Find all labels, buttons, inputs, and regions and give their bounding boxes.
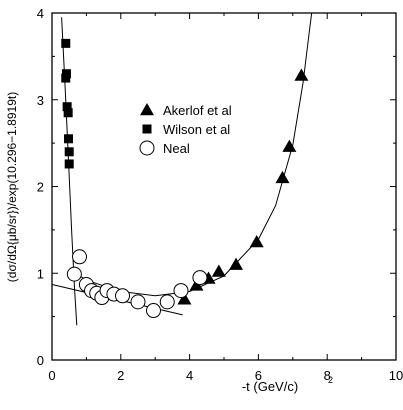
fit-curves	[51, 12, 313, 326]
point-wilson-et-al	[64, 159, 74, 169]
point-akerlof-et-al	[229, 257, 244, 270]
point-akerlof-et-al	[294, 68, 309, 81]
point-wilson-et-al	[61, 73, 71, 83]
y-axis-ticks: 0 1 2 3 4	[37, 6, 396, 368]
legend-marker-wilson-et-al	[142, 124, 152, 134]
legend-label-wilson-et-al: Wilson et al	[163, 122, 230, 137]
y-tick-label: 2	[37, 180, 44, 195]
fit-curve-3	[68, 12, 313, 297]
legend-label-neal: Neal	[163, 141, 190, 156]
point-akerlof-et-al	[211, 264, 226, 277]
point-neal	[173, 283, 189, 299]
data-points	[61, 38, 309, 319]
legend: Akerlof et al Wilson et al Neal	[139, 103, 232, 156]
point-akerlof-et-al	[282, 139, 297, 152]
y-axis-label: (dσ/dΩ{μb/sr})/exp(10.296−1.8919t)	[5, 92, 19, 282]
point-akerlof-et-al	[249, 235, 264, 248]
y-tick-label: 3	[37, 93, 44, 108]
y-tick-label: 4	[37, 6, 44, 21]
point-neal	[159, 294, 175, 310]
point-neal	[72, 249, 88, 265]
legend-label-akerlof-et-al: Akerlof et al	[163, 103, 232, 118]
point-akerlof-et-al	[275, 170, 290, 184]
point-wilson-et-al	[62, 102, 72, 112]
point-wilson-et-al	[63, 108, 73, 118]
point-wilson-et-al	[64, 134, 74, 144]
legend-marker-neal	[139, 140, 155, 156]
point-wilson-et-al	[64, 147, 74, 157]
x-tick-label: 10	[389, 368, 403, 383]
x-axis-label-text: -t (GeV/c)	[242, 379, 298, 394]
x-axis-label-exponent: 2	[328, 375, 333, 385]
point-akerlof-et-al	[177, 292, 192, 305]
x-tick-label: 0	[48, 368, 55, 383]
y-tick-label: 1	[37, 266, 44, 281]
point-wilson-et-al	[61, 38, 71, 48]
point-neal	[145, 303, 161, 319]
x-axis-ticks: 0 2 4 6 8 10	[48, 13, 403, 383]
point-neal	[130, 294, 146, 310]
y-tick-label: 0	[37, 353, 44, 368]
point-neal	[115, 288, 131, 304]
x-tick-label: 4	[186, 368, 193, 383]
point-neal	[192, 270, 208, 286]
x-tick-label: 6	[255, 368, 262, 383]
plot-frame	[51, 12, 397, 361]
x-axis-label: -t (GeV/c)	[242, 379, 298, 394]
legend-marker-akerlof-et-al	[140, 103, 154, 116]
point-neal	[66, 266, 82, 282]
x-tick-label: 2	[117, 368, 124, 383]
x-tick-label: 8	[324, 368, 331, 383]
point-akerlof-et-al	[189, 278, 204, 291]
